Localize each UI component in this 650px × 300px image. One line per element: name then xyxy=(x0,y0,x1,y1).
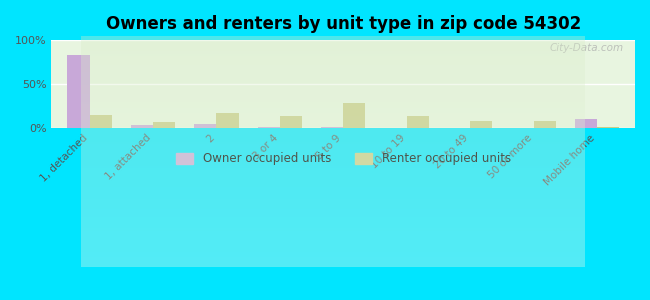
Bar xyxy=(597,127,619,128)
Bar xyxy=(343,103,365,128)
Bar xyxy=(153,122,175,128)
Text: City-Data.com: City-Data.com xyxy=(549,43,623,53)
Bar xyxy=(534,121,556,128)
Title: Owners and renters by unit type in zip code 54302: Owners and renters by unit type in zip c… xyxy=(105,15,581,33)
Bar xyxy=(575,119,597,128)
Bar xyxy=(407,116,429,128)
Legend: Owner occupied units, Renter occupied units: Owner occupied units, Renter occupied un… xyxy=(171,148,515,170)
Bar xyxy=(470,121,492,128)
Bar xyxy=(216,113,239,128)
Bar xyxy=(280,116,302,128)
Bar xyxy=(131,125,153,128)
Bar xyxy=(194,124,216,128)
Bar xyxy=(90,115,112,128)
Bar xyxy=(68,55,90,128)
